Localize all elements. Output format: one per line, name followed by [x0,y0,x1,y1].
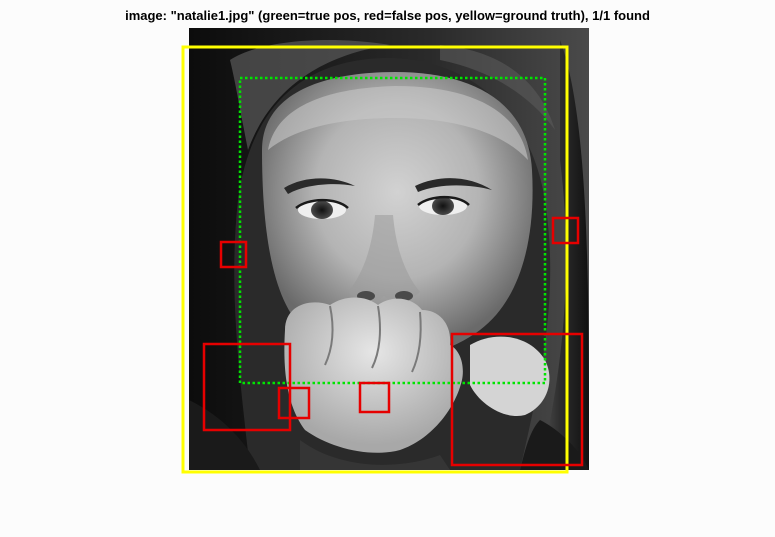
false-positive-box [358,381,391,414]
figure-title: image: "natalie1.jpg" (green=true pos, r… [125,8,650,23]
false-positive-box [450,332,584,467]
false-positive-box [277,386,311,420]
false-positive-box [219,240,248,269]
detection-overlays [181,45,584,474]
grayscale-photo [189,28,590,470]
ground-truth-box [181,45,569,474]
false-positive-box [551,216,580,245]
true-positive-box [238,76,547,385]
